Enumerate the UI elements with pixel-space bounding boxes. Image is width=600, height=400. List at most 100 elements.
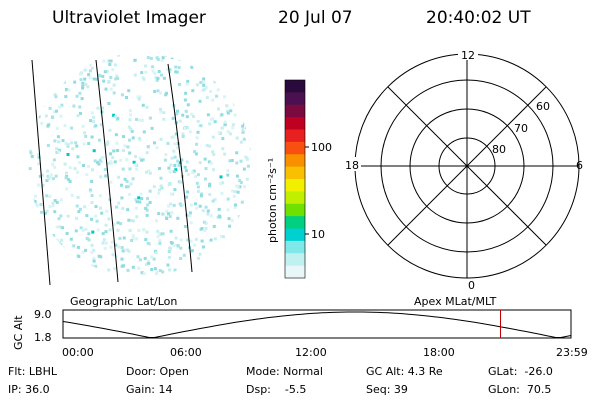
- emission-pixel: [162, 117, 166, 121]
- emission-pixel: [30, 155, 34, 158]
- emission-pixel: [165, 209, 169, 213]
- emission-pixel: [186, 238, 190, 242]
- emission-pixel: [211, 150, 215, 154]
- emission-pixel: [195, 136, 199, 140]
- emission-pixel: [78, 72, 82, 76]
- emission-pixel: [191, 89, 195, 93]
- emission-pixel: [221, 181, 225, 185]
- emission-pixel: [249, 243, 252, 247]
- colorbar-segment: [285, 240, 305, 254]
- emission-pixel: [100, 270, 104, 274]
- emission-pixel: [174, 65, 178, 69]
- emission-pixel: [52, 271, 56, 275]
- emission-pixel: [79, 226, 83, 230]
- emission-pixel: [115, 74, 119, 78]
- emission-pixel: [174, 168, 178, 172]
- emission-pixel: [146, 197, 149, 201]
- emission-pixel: [30, 122, 34, 125]
- colorbar-segment: [285, 191, 305, 205]
- emission-pixel: [66, 66, 69, 70]
- emission-pixel: [138, 200, 142, 204]
- emission-pixel: [94, 124, 98, 128]
- emission-pixel: [131, 136, 135, 140]
- emission-pixel: [83, 68, 87, 72]
- emission-pixel: [236, 185, 240, 189]
- emission-pixel: [156, 57, 160, 61]
- emission-pixel: [148, 189, 152, 193]
- emission-pixel: [66, 153, 70, 156]
- emission-pixel: [176, 70, 179, 74]
- mlt-label-6: 6: [576, 159, 583, 172]
- emission-pixel: [225, 104, 229, 108]
- emission-pixel: [75, 216, 79, 220]
- emission-pixel: [209, 90, 213, 93]
- emission-pixel: [125, 179, 129, 183]
- emission-pixel: [134, 206, 138, 210]
- emission-pixel: [221, 147, 225, 151]
- emission-pixel: [226, 169, 230, 173]
- emission-pixel: [153, 89, 157, 93]
- emission-pixel: [208, 182, 212, 186]
- emission-pixel: [218, 77, 222, 80]
- emission-pixel: [91, 168, 94, 172]
- emission-pixel: [237, 79, 241, 83]
- emission-pixel: [247, 108, 251, 112]
- emission-pixel: [135, 237, 139, 241]
- emission-pixel: [62, 72, 65, 75]
- emission-pixel: [32, 262, 36, 266]
- emission-pixel: [233, 190, 237, 194]
- emission-pixel: [177, 66, 181, 69]
- emission-pixel: [244, 105, 248, 109]
- emission-pixel: [204, 227, 208, 230]
- emission-pixel: [155, 146, 159, 150]
- emission-pixel: [109, 76, 113, 79]
- emission-pixel: [225, 55, 228, 59]
- emission-pixel: [124, 248, 128, 252]
- emission-pixel: [173, 155, 177, 159]
- emission-pixel: [171, 116, 175, 120]
- emission-pixel: [70, 141, 74, 145]
- emission-pixel: [211, 199, 215, 203]
- emission-pixel: [85, 214, 89, 218]
- longitude-line: [95, 59, 119, 283]
- emission-pixel: [194, 175, 198, 179]
- emission-pixel: [137, 97, 141, 101]
- time-tick-1200: 12:00: [295, 346, 327, 359]
- emission-pixel: [228, 236, 232, 239]
- emission-pixel: [157, 191, 161, 195]
- emission-pixel: [242, 106, 246, 109]
- emission-pixel: [136, 255, 140, 259]
- emission-pixel: [231, 189, 234, 193]
- emission-pixel: [244, 155, 248, 159]
- emission-pixel: [208, 144, 212, 148]
- emission-pixel: [33, 61, 37, 65]
- emission-pixel: [154, 251, 158, 255]
- emission-pixel: [167, 250, 171, 253]
- emission-pixel: [102, 238, 106, 242]
- emission-pixel: [65, 187, 69, 191]
- emission-pixel: [146, 203, 150, 207]
- emission-pixel: [200, 272, 203, 276]
- emission-pixel: [159, 107, 162, 111]
- emission-pixel: [90, 111, 94, 115]
- emission-pixel: [87, 238, 91, 242]
- emission-pixel: [179, 238, 183, 242]
- emission-pixel: [188, 211, 192, 215]
- emission-pixel: [142, 272, 146, 276]
- emission-pixel: [241, 131, 245, 134]
- emission-pixel: [48, 71, 52, 75]
- emission-pixel: [106, 140, 110, 144]
- emission-pixel: [229, 67, 233, 70]
- emission-pixel: [204, 167, 208, 171]
- emission-pixel: [186, 126, 189, 130]
- emission-pixel: [248, 217, 252, 221]
- emission-pixel: [137, 136, 141, 140]
- emission-pixel: [148, 116, 152, 120]
- emission-pixel: [90, 201, 94, 204]
- emission-pixel: [147, 169, 151, 173]
- emission-pixel: [251, 94, 252, 98]
- emission-pixel: [69, 71, 73, 75]
- emission-pixel: [156, 229, 160, 233]
- emission-pixel: [233, 70, 237, 74]
- emission-pixel: [168, 70, 172, 74]
